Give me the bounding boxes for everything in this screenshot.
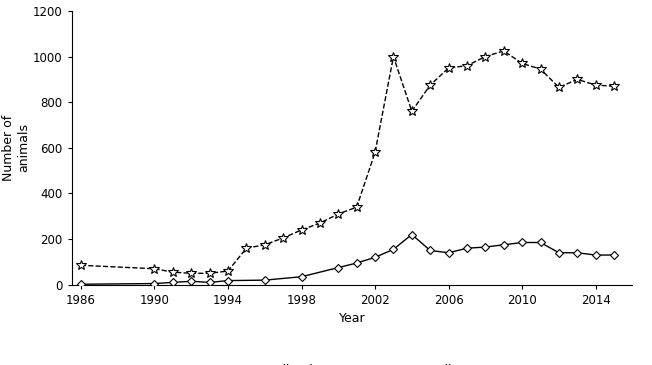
X-axis label: Year: Year — [339, 312, 365, 325]
Legend: Breeding boars, Breeding sows: Breeding boars, Breeding sows — [197, 360, 507, 365]
Y-axis label: Number of
animals: Number of animals — [2, 115, 30, 181]
